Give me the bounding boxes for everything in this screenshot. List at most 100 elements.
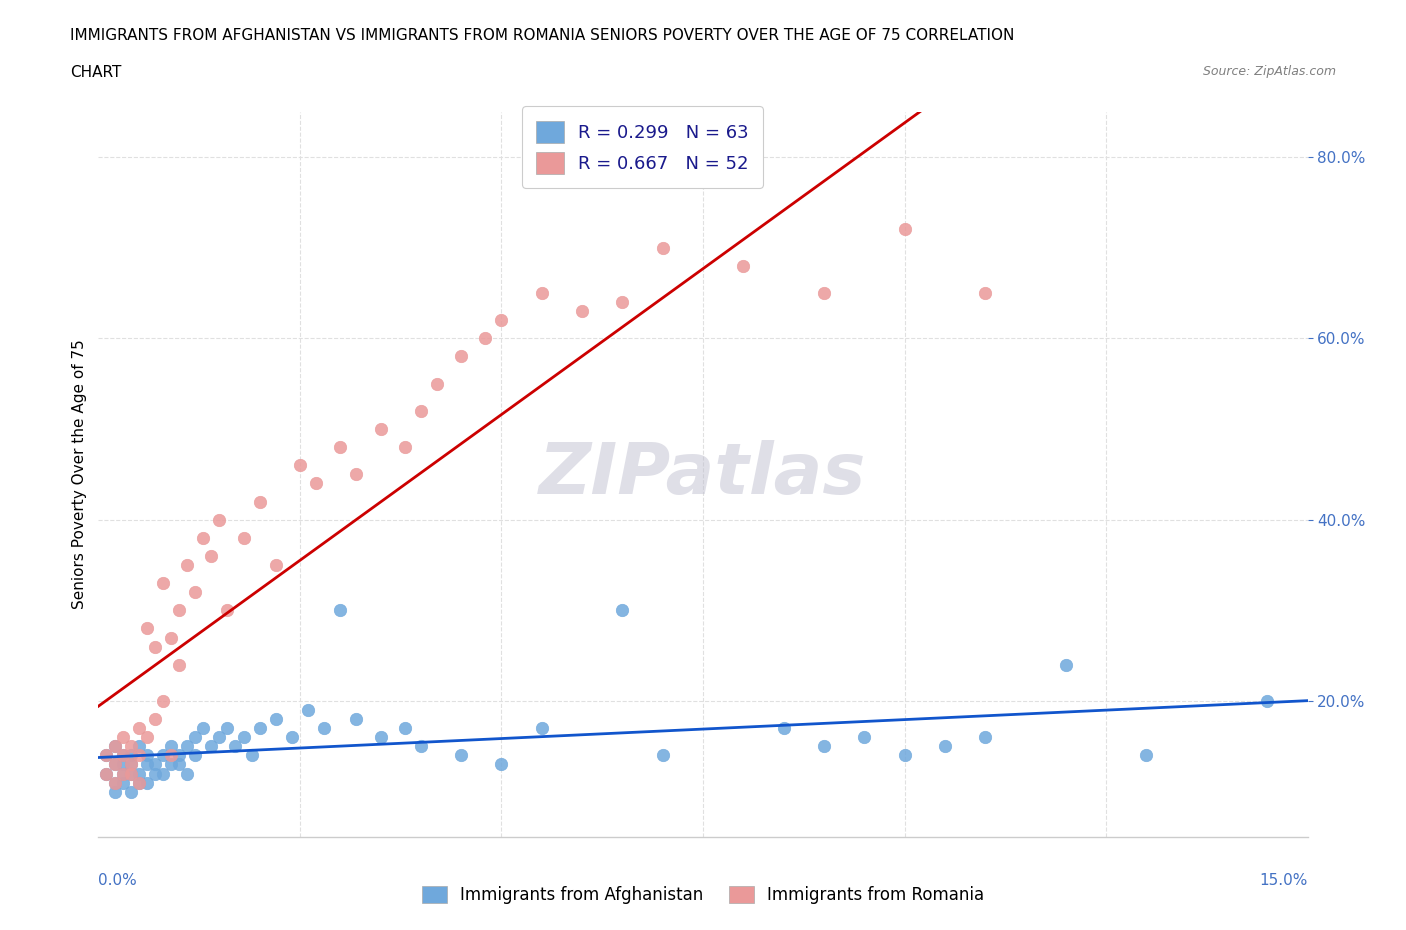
Point xyxy=(103,757,125,772)
Point xyxy=(128,776,150,790)
Point xyxy=(329,440,352,455)
Point xyxy=(249,721,271,736)
Point xyxy=(120,738,142,753)
Point xyxy=(813,738,835,753)
Point xyxy=(200,549,222,564)
Point xyxy=(491,312,513,327)
Point xyxy=(128,738,150,753)
Point xyxy=(135,776,157,790)
Point xyxy=(96,766,118,781)
Point xyxy=(571,303,593,318)
Point xyxy=(893,222,915,237)
Point xyxy=(143,757,166,772)
Point xyxy=(111,766,134,781)
Point xyxy=(612,603,634,618)
Point xyxy=(167,757,190,772)
Point xyxy=(160,757,183,772)
Point xyxy=(167,748,190,763)
Point xyxy=(111,748,134,763)
Point xyxy=(733,259,755,273)
Point xyxy=(128,776,150,790)
Point xyxy=(530,721,553,736)
Point xyxy=(1135,748,1157,763)
Point xyxy=(208,512,231,527)
Point xyxy=(143,639,166,654)
Legend: R = 0.299   N = 63, R = 0.667   N = 52: R = 0.299 N = 63, R = 0.667 N = 52 xyxy=(522,106,763,188)
Point xyxy=(96,748,118,763)
Point xyxy=(111,757,134,772)
Point xyxy=(232,730,254,745)
Point xyxy=(1256,694,1278,709)
Point xyxy=(409,404,432,418)
Point xyxy=(297,703,319,718)
Point xyxy=(152,576,174,591)
Point xyxy=(135,757,157,772)
Point xyxy=(152,694,174,709)
Point xyxy=(143,766,166,781)
Point xyxy=(370,730,392,745)
Point xyxy=(111,730,134,745)
Point xyxy=(193,530,215,545)
Legend: Immigrants from Afghanistan, Immigrants from Romania: Immigrants from Afghanistan, Immigrants … xyxy=(413,878,993,912)
Point xyxy=(450,349,472,364)
Text: 0.0%: 0.0% xyxy=(98,873,138,888)
Point xyxy=(974,730,997,745)
Point xyxy=(612,295,634,310)
Point xyxy=(314,721,336,736)
Point xyxy=(120,766,142,781)
Point xyxy=(224,738,246,753)
Point xyxy=(193,721,215,736)
Text: Source: ZipAtlas.com: Source: ZipAtlas.com xyxy=(1202,65,1336,78)
Point xyxy=(853,730,876,745)
Point xyxy=(249,494,271,509)
Point xyxy=(264,558,287,573)
Point xyxy=(217,603,239,618)
Point xyxy=(111,776,134,790)
Point xyxy=(772,721,794,736)
Point xyxy=(394,721,416,736)
Point xyxy=(111,748,134,763)
Point xyxy=(394,440,416,455)
Point xyxy=(96,748,118,763)
Point xyxy=(409,738,432,753)
Point xyxy=(1054,658,1077,672)
Point xyxy=(128,766,150,781)
Point xyxy=(184,585,207,600)
Point xyxy=(240,748,263,763)
Point xyxy=(167,603,190,618)
Point xyxy=(111,766,134,781)
Point xyxy=(305,476,328,491)
Point xyxy=(344,711,367,726)
Point xyxy=(934,738,956,753)
Point xyxy=(176,766,198,781)
Point xyxy=(232,530,254,545)
Point xyxy=(370,421,392,436)
Point xyxy=(128,748,150,763)
Point xyxy=(813,286,835,300)
Point xyxy=(103,776,125,790)
Point xyxy=(329,603,352,618)
Point xyxy=(264,711,287,726)
Point xyxy=(103,784,125,799)
Point xyxy=(143,711,166,726)
Point xyxy=(135,730,157,745)
Point xyxy=(974,286,997,300)
Point xyxy=(160,738,183,753)
Text: CHART: CHART xyxy=(70,65,122,80)
Point xyxy=(167,658,190,672)
Point xyxy=(450,748,472,763)
Point xyxy=(120,757,142,772)
Point xyxy=(651,748,673,763)
Point xyxy=(176,558,198,573)
Point xyxy=(651,240,673,255)
Point xyxy=(120,766,142,781)
Text: ZIPatlas: ZIPatlas xyxy=(540,440,866,509)
Point xyxy=(120,784,142,799)
Point xyxy=(135,748,157,763)
Point xyxy=(120,748,142,763)
Point xyxy=(103,738,125,753)
Point xyxy=(491,757,513,772)
Point xyxy=(344,467,367,482)
Y-axis label: Seniors Poverty Over the Age of 75: Seniors Poverty Over the Age of 75 xyxy=(72,339,87,609)
Point xyxy=(474,331,496,346)
